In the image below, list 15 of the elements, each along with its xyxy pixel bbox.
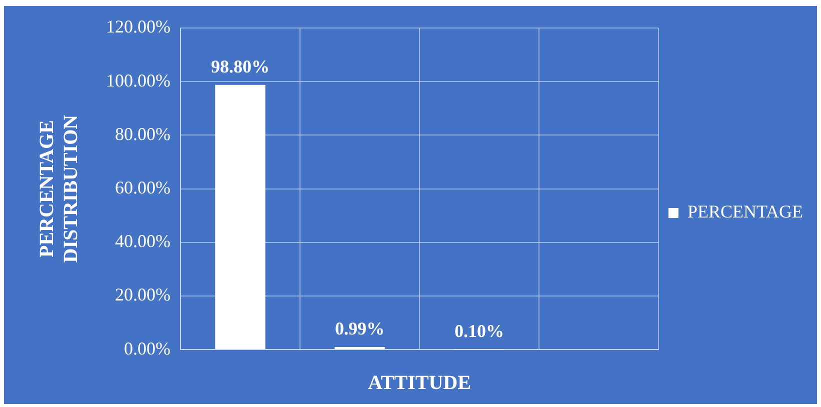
data-label: 0.10% (454, 320, 504, 341)
y-tick-label: 60.00% (114, 178, 170, 198)
y-tick-label: 120.00% (106, 16, 170, 37)
bar (215, 84, 266, 350)
y-tick-label: 80.00% (114, 124, 170, 144)
bar (334, 346, 385, 350)
data-label: 98.80% (210, 56, 270, 76)
y-tick-label: 100.00% (106, 70, 170, 90)
legend-label: PERCENTAGE (687, 202, 804, 222)
y-tick-label: 40.00% (114, 231, 170, 252)
data-label: 0.99% (334, 318, 384, 339)
y-tick-label: 20.00% (114, 284, 170, 305)
y-tick-label: 0.00% (124, 338, 170, 358)
x-axis-title: ATTITUDE (368, 372, 471, 394)
y-axis-title: PERCENTAGE DISTRIBUTION (36, 114, 82, 263)
